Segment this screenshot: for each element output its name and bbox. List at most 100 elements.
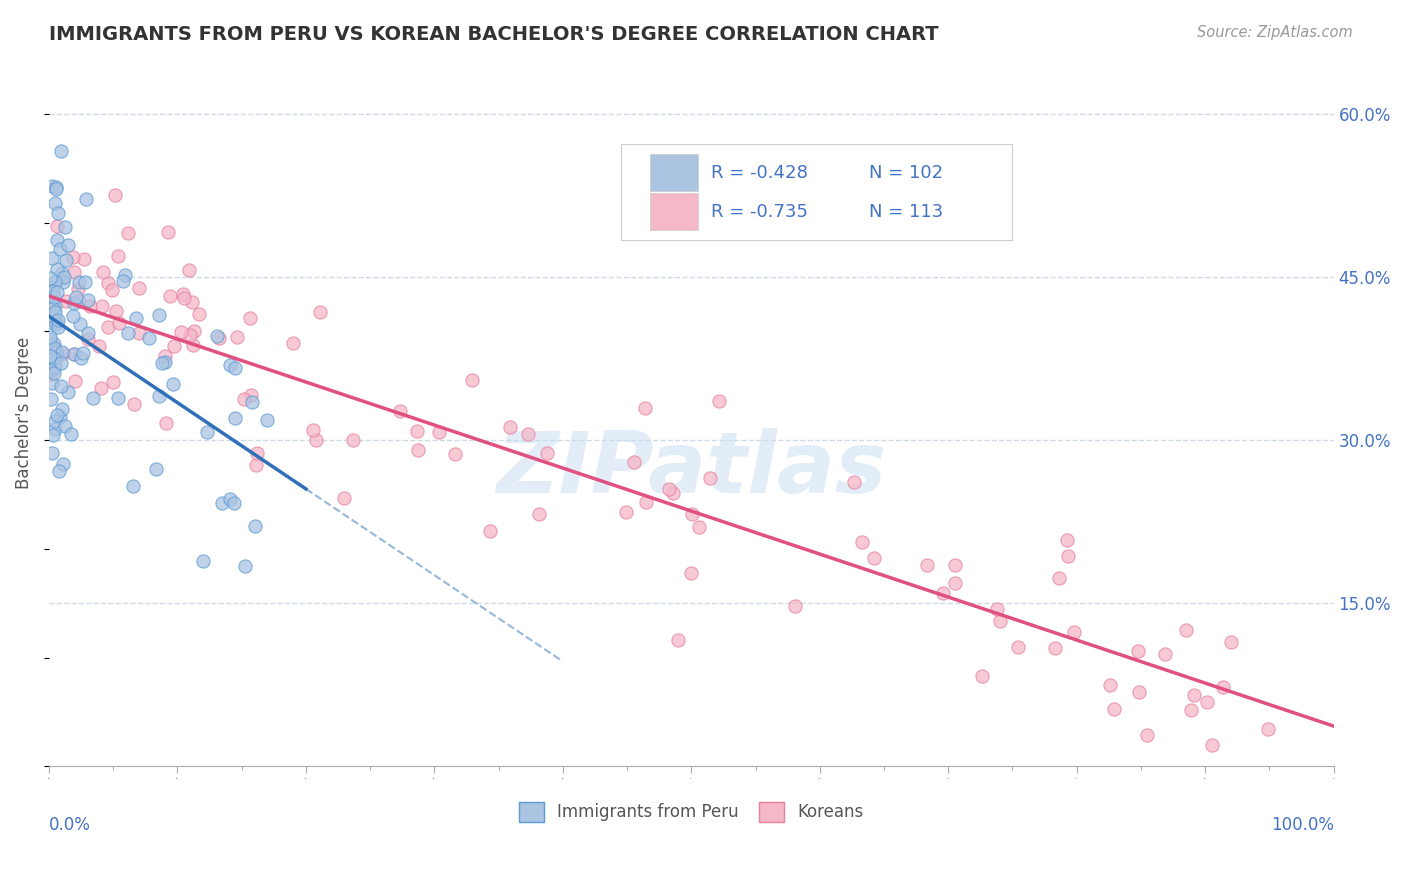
Point (44, 366, 66, 380)
Point (150, 355, 173, 369)
Point (219, 359, 242, 373)
Point (75, 192, 97, 206)
Point (657, 482, 679, 496)
Point (45, 285, 67, 299)
Point (42, 341, 65, 355)
Point (51, 344, 73, 359)
Point (529, 507, 551, 521)
Point (1182, 689, 1205, 703)
Point (114, 268, 136, 282)
Point (45, 345, 67, 359)
Point (42, 339, 65, 353)
Point (172, 287, 194, 301)
Point (44, 305, 66, 319)
Point (862, 550, 884, 565)
Point (614, 505, 637, 519)
Point (51, 402, 73, 417)
Point (444, 447, 467, 461)
Point (44, 359, 66, 374)
Point (42, 337, 65, 351)
Point (623, 455, 645, 469)
Point (1180, 703, 1202, 717)
Point (943, 575, 966, 590)
Point (67, 275, 90, 289)
Point (58, 238, 80, 252)
Point (1201, 738, 1223, 752)
Point (89, 339, 111, 353)
Point (240, 395, 263, 409)
Point (183, 324, 205, 338)
Point (193, 554, 215, 568)
Point (44, 422, 66, 436)
Point (188, 307, 211, 321)
Point (51, 347, 73, 361)
Point (90, 381, 112, 395)
Point (986, 602, 1008, 616)
Point (842, 475, 865, 489)
Point (53, 219, 76, 234)
Point (1220, 634, 1243, 648)
Point (138, 331, 160, 345)
Point (177, 263, 200, 277)
Point (82, 391, 104, 405)
Point (156, 225, 179, 239)
Point (785, 599, 807, 614)
Point (851, 534, 873, 549)
Point (44, 195, 66, 210)
Legend: Immigrants from Peru, Koreans: Immigrants from Peru, Koreans (512, 795, 870, 829)
Point (195, 425, 218, 440)
Point (63, 347, 86, 361)
Point (181, 338, 204, 352)
Point (44, 351, 66, 366)
Point (117, 326, 139, 340)
Point (39, 271, 62, 285)
Point (536, 446, 558, 460)
Point (101, 283, 124, 297)
Point (48, 206, 70, 220)
Point (1154, 647, 1177, 661)
Point (1128, 684, 1150, 698)
Text: 0.0%: 0.0% (49, 816, 91, 834)
Point (634, 401, 657, 416)
Point (173, 291, 195, 305)
Point (224, 410, 246, 425)
Point (72, 346, 94, 360)
Point (1102, 702, 1125, 716)
Text: ZIPatlas: ZIPatlas (496, 428, 886, 511)
Point (479, 524, 502, 538)
Point (117, 226, 139, 240)
Point (145, 462, 167, 476)
Point (233, 392, 256, 406)
Point (41, 280, 63, 294)
Point (163, 339, 186, 353)
Point (49, 144, 72, 158)
Point (225, 330, 247, 344)
Point (41, 179, 63, 194)
Point (305, 434, 328, 448)
Point (45, 408, 67, 422)
Point (333, 491, 356, 505)
Point (1126, 644, 1149, 658)
Point (1057, 549, 1080, 563)
Point (45, 233, 67, 247)
Point (1174, 623, 1197, 637)
Point (1099, 678, 1122, 692)
Point (1007, 640, 1029, 654)
Point (45, 182, 67, 196)
Point (932, 586, 955, 600)
Point (44, 299, 66, 313)
Point (53, 419, 76, 434)
Point (63, 265, 86, 279)
Point (681, 507, 703, 521)
Point (124, 311, 146, 326)
Point (205, 328, 228, 343)
Point (153, 355, 176, 369)
Point (1063, 624, 1085, 639)
Point (499, 420, 522, 434)
Point (62, 296, 84, 310)
Point (51, 355, 73, 369)
Point (301, 423, 323, 437)
Point (128, 281, 150, 295)
Point (91, 265, 114, 279)
Point (73, 252, 96, 266)
